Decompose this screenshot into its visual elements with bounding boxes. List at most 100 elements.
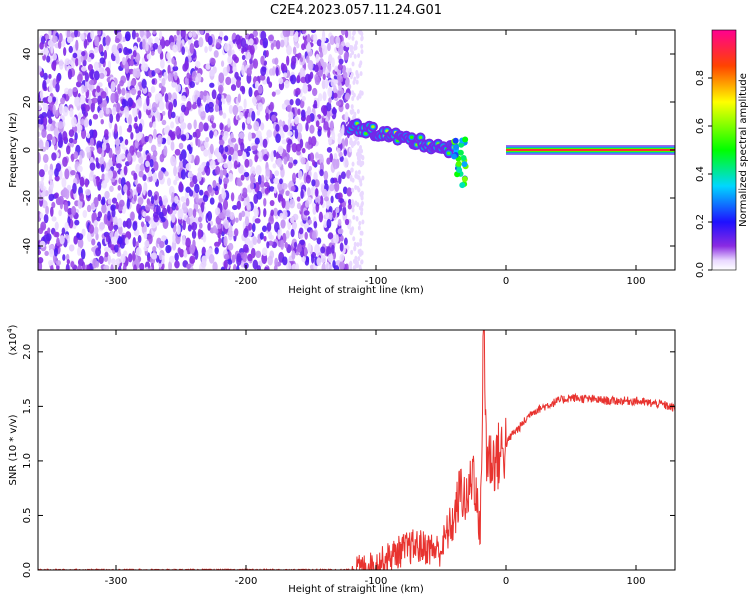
spectrogram-noise-cell [349, 261, 353, 267]
spectrogram-noise-cell [58, 103, 64, 115]
spectrogram-noise-cell [230, 137, 237, 143]
spectrogram-noise-cell [133, 194, 137, 202]
spectrogram-noise-cell [204, 46, 208, 53]
spectrogram-noise-cell [207, 35, 213, 46]
spectrogram-noise-cell [154, 36, 160, 45]
spectrogram-noise-cell [46, 133, 53, 141]
spectrogram-noise-cell [132, 50, 137, 58]
spectrogram-noise-cell [297, 122, 303, 133]
spectrogram-noise-cell [97, 30, 102, 36]
spectrogram-noise-cell [126, 73, 130, 81]
spectrogram-noise-cell [331, 57, 335, 68]
spectrogram-noise-cell [265, 167, 271, 177]
spectrogram-noise-cell [248, 158, 253, 168]
spectrogram-noise-cell [361, 175, 365, 181]
spectrogram-noise-cell [351, 199, 355, 205]
spectrogram-noise-cell [59, 235, 65, 245]
spectrogram-noise-cell [263, 181, 270, 188]
spectrogram-noise-cell [135, 125, 140, 134]
spectrogram-noise-cell [236, 181, 243, 187]
spectrogram-noise-cell [189, 42, 195, 54]
spectrogram-noise-cell [288, 161, 293, 169]
spectrogram-noise-cell [98, 67, 105, 73]
spectrogram-noise-cell [61, 177, 67, 188]
spectrogram-noise-cell [187, 208, 194, 218]
spectrogram-noise-cell [54, 192, 59, 199]
spectrogram-noise-cell [86, 132, 91, 139]
spectrogram-noise-cell [291, 142, 298, 153]
spectrogram-noise-cell [152, 30, 157, 35]
spectrogram-noise-cell [194, 94, 198, 101]
spectrogram-signal-cell [371, 125, 375, 129]
spectrogram-noise-cell [38, 152, 41, 164]
spectrogram-noise-cell [89, 137, 95, 146]
spectrogram-x-tick-label: -300 [105, 276, 128, 287]
spectrogram-noise-cell [303, 246, 308, 257]
spectrogram-noise-cell [55, 162, 62, 173]
spectrogram-noise-cell [327, 42, 331, 52]
spectrogram-noise-cell [174, 148, 181, 156]
spectrogram-noise-cell [186, 72, 191, 79]
spectrogram-noise-cell [301, 43, 306, 51]
spectrogram-noise-cell [327, 253, 334, 263]
spectrogram-noise-cell [51, 136, 56, 146]
spectrogram-noise-cell [121, 98, 126, 109]
spectrogram-noise-cell [152, 246, 157, 253]
spectrogram-noise-cell [145, 108, 151, 116]
spectrogram-noise-cell [322, 91, 327, 102]
spectrogram-noise-cell [186, 144, 192, 151]
spectrogram-y-axis-label: Frequency (Hz) [8, 112, 19, 188]
spectrogram-noise-cell [280, 239, 285, 250]
spectrogram-noise-cell [294, 128, 299, 140]
spectrogram-noise-cell [360, 49, 364, 55]
spectrogram-noise-cell [300, 76, 307, 83]
spectrogram-heatmap [38, 30, 675, 270]
spectrogram-noise-cell [231, 254, 236, 263]
spectrogram-noise-cell [111, 197, 118, 204]
spectrogram-noise-cell [52, 62, 57, 72]
spectrogram-y-tick-label: 0 [22, 147, 33, 153]
spectrogram-noise-cell [310, 135, 317, 147]
spectrogram-signal-cell [355, 121, 359, 126]
spectrogram-noise-cell [353, 246, 357, 252]
spectrogram-noise-cell [78, 124, 83, 132]
spectrogram-noise-cell [46, 55, 51, 63]
spectrogram-noise-cell [58, 32, 63, 43]
spectrogram-noise-cell [279, 212, 284, 219]
spectrogram-noise-cell [356, 242, 360, 248]
spectrogram-noise-cell [277, 182, 283, 191]
spectrogram-noise-cell [118, 199, 125, 208]
spectrogram-noise-cell [270, 151, 274, 163]
spectrogram-noise-cell [138, 170, 144, 178]
spectrogram-noise-cell [359, 90, 363, 96]
spectrogram-noise-cell [225, 94, 232, 103]
spectrogram-noise-cell [350, 249, 354, 255]
spectrogram-noise-cell [191, 230, 197, 239]
spectrogram-noise-cell [315, 53, 320, 63]
spectrogram-noise-cell [329, 183, 335, 192]
spectrogram-noise-cell [305, 256, 310, 263]
spectrogram-noise-cell [68, 129, 75, 137]
spectrogram-noise-cell [175, 125, 181, 136]
spectrogram-noise-cell [204, 140, 209, 149]
spectrogram-noise-cell [270, 42, 274, 51]
spectrogram-noise-cell [142, 174, 147, 182]
spectrogram-noise-cell [182, 63, 188, 72]
spectrogram-noise-cell [47, 227, 51, 234]
spectrogram-noise-cell [337, 44, 344, 56]
spectrogram-noise-cell [117, 83, 121, 93]
spectrogram-noise-cell [242, 252, 248, 263]
spectrogram-noise-cell [197, 167, 202, 173]
spectrogram-noise-cell [337, 228, 344, 235]
spectrogram-noise-cell [292, 213, 299, 221]
spectrogram-noise-cell [117, 225, 123, 235]
spectrogram-noise-cell [307, 219, 313, 225]
spectrogram-noise-cell [244, 158, 250, 168]
spectrogram-noise-cell [352, 80, 356, 86]
spectrogram-noise-cell [275, 133, 281, 144]
spectrogram-noise-cell [296, 196, 301, 202]
spectrogram-noise-cell [326, 147, 333, 153]
spectrogram-noise-cell [129, 60, 135, 67]
spectrogram-noise-cell [325, 212, 330, 219]
spectrogram-noise-cell [349, 230, 353, 236]
